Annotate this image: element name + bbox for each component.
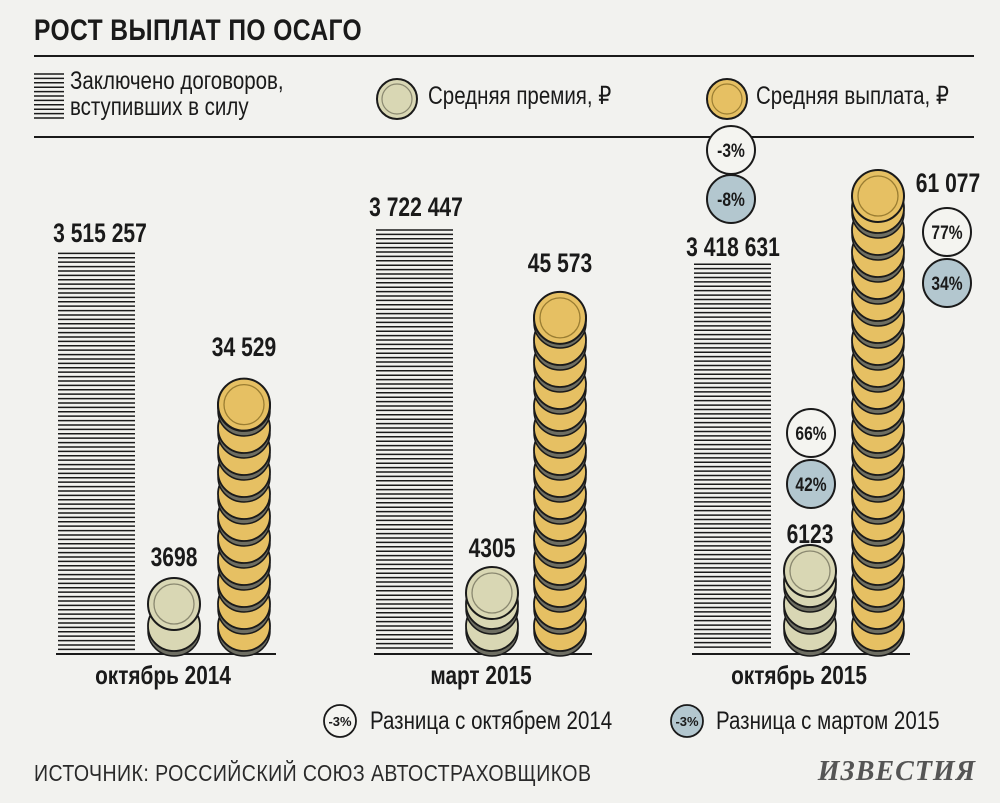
payout-label-mar2015: 45 573	[527, 248, 593, 278]
svg-text:77%: 77%	[931, 222, 962, 244]
badge-payout-vs-oct2014: 77%	[922, 207, 972, 257]
badge-contracts-vs-mar2015: -8%	[706, 174, 756, 224]
premium-legend-coin	[376, 78, 418, 120]
svg-text:42%: 42%	[795, 474, 826, 496]
badge-legend-icon-oct2014: -3%	[323, 704, 357, 738]
contracts-label-mar2015: 3 722 447	[369, 192, 463, 222]
category-label-oct2015: октябрь 2015	[731, 660, 867, 690]
payout-legend-coin	[706, 78, 748, 120]
svg-text:66%: 66%	[795, 423, 826, 445]
badge-premium-vs-mar2015: 42%	[786, 459, 836, 509]
legend-contracts-line2: вступивших в силу	[70, 93, 249, 121]
legend-payout: Средняя выплата, ₽	[756, 82, 949, 110]
contracts-bar	[376, 229, 453, 649]
premium-label-oct2014: 3698	[150, 542, 198, 572]
category-label-oct2014: октябрь 2014	[95, 660, 231, 690]
source-note: ИСТОЧНИК: РОССИЙСКИЙ СОЮЗ АВТОСТРАХОВЩИК…	[34, 760, 592, 786]
contracts-bar	[694, 263, 771, 648]
badge-contracts-vs-oct2014: -3%	[706, 125, 756, 175]
premium-label-oct2015: 6123	[786, 519, 834, 549]
badge-premium-vs-oct2014: 66%	[786, 408, 836, 458]
svg-text:-3%: -3%	[675, 714, 699, 729]
badge-legend-icon-mar2015: -3%	[670, 704, 704, 738]
svg-text:34%: 34%	[931, 273, 962, 295]
izvestia-logo: ИЗВЕСТИЯ	[817, 756, 976, 787]
payout-coin-stack	[217, 377, 271, 657]
legend-contracts: Заключено договоров, вступивших в силу	[70, 68, 284, 120]
title-divider	[34, 55, 974, 57]
legend-contracts-line1: Заключено договоров,	[70, 67, 284, 95]
category-label-mar2015: март 2015	[430, 660, 532, 690]
legend-premium: Средняя премия, ₽	[428, 82, 612, 110]
contracts-label-oct2015: 3 418 631	[686, 232, 780, 262]
badge-legend-oct2014: Разница с октябрем 2014	[370, 707, 613, 735]
payout-label-oct2014: 34 529	[211, 332, 277, 362]
payout-coin-stack	[851, 169, 905, 657]
contracts-bar	[58, 252, 135, 651]
premium-coin-stack	[465, 566, 519, 657]
contracts-label-oct2014: 3 515 257	[53, 218, 147, 248]
premium-coin-stack	[783, 544, 837, 657]
payout-label-oct2015: 61 077	[915, 168, 981, 198]
premium-label-mar2015: 4305	[468, 533, 516, 563]
legend-divider	[34, 136, 974, 138]
svg-text:-3%: -3%	[717, 140, 745, 162]
badge-legend-mar2015: Разница с мартом 2015	[716, 707, 940, 735]
chart-title: РОСТ ВЫПЛАТ ПО ОСАГО	[34, 14, 363, 47]
payout-coin-stack	[533, 290, 587, 657]
badge-payout-vs-mar2015: 34%	[922, 258, 972, 308]
svg-text:-8%: -8%	[717, 189, 745, 211]
premium-coin-stack	[147, 577, 201, 657]
contracts-legend-swatch	[34, 73, 64, 119]
svg-text:-3%: -3%	[328, 714, 352, 729]
